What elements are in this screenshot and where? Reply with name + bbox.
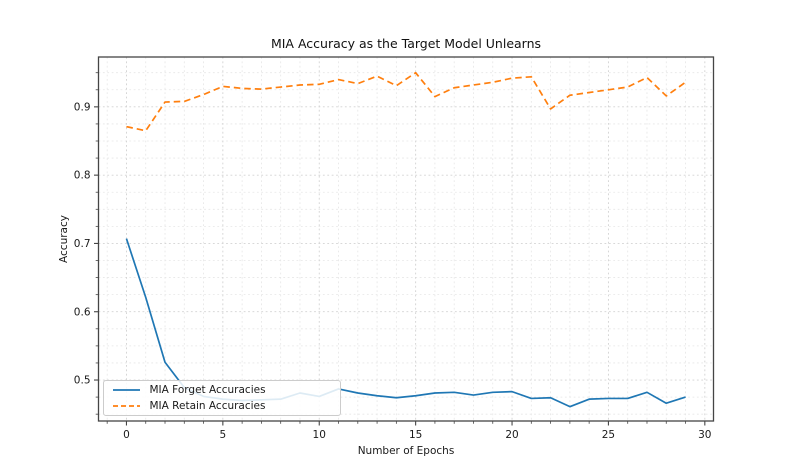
legend-item-retain: MIA Retain Accuracies (104, 398, 340, 414)
retain-line-sample-icon (112, 404, 140, 407)
x-tick-label: 20 (505, 429, 518, 441)
grid-major (98, 57, 714, 421)
y-tick-label: 0.8 (74, 170, 91, 182)
legend-item-forget: MIA Forget Accuracies (104, 382, 340, 398)
legend: MIA Forget Accuracies MIA Retain Accurac… (102, 379, 341, 416)
x-tick-label: 30 (698, 429, 711, 441)
series-lines (125, 71, 687, 408)
legend-label-forget: MIA Forget Accuracies (149, 383, 266, 396)
x-axis-label: Number of Epochs (358, 445, 455, 457)
x-tick-label: 0 (123, 429, 130, 441)
series-line-retain (126, 71, 687, 132)
plot-border (97, 56, 715, 422)
y-axis-label: Accuracy (58, 215, 70, 263)
axes-spines (97, 56, 715, 422)
grid-minor (98, 57, 714, 421)
axis-ticks (94, 72, 706, 426)
y-tick-label: 0.5 (74, 375, 91, 387)
legend-label-retain: MIA Retain Accuracies (149, 399, 266, 412)
chart-title: MIA Accuracy as the Target Model Unlearn… (271, 36, 541, 51)
x-tick-label: 25 (602, 429, 615, 441)
forget-line-sample-icon (112, 388, 140, 391)
y-tick-label: 0.9 (74, 101, 91, 113)
x-tick-label: 5 (220, 429, 227, 441)
y-tick-label: 0.6 (74, 306, 91, 318)
y-tick-label: 0.7 (74, 238, 91, 250)
x-tick-label: 10 (313, 429, 326, 441)
tick-labels: 0 5 10 15 20 25 30 0.5 0.6 0.7 0.8 0.9 (74, 101, 712, 441)
x-tick-label: 15 (409, 429, 422, 441)
